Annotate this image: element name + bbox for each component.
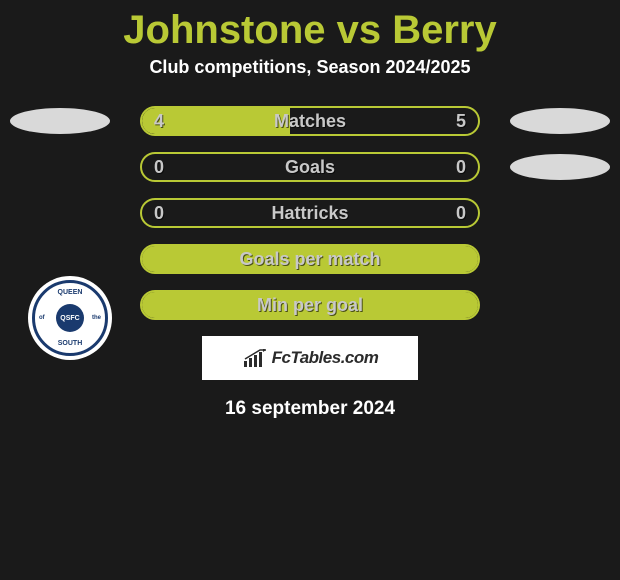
stat-row-hattricks: 0 Hattricks 0 — [0, 190, 620, 236]
stat-row-matches: 4 Matches 5 — [0, 98, 620, 144]
bar-value-right: 0 — [456, 203, 466, 224]
bar-track: 0 Hattricks 0 — [140, 198, 480, 228]
bar-label: Matches — [142, 111, 478, 132]
brand-inner: FcTables.com — [242, 348, 379, 368]
badge-text-bottom: SOUTH — [35, 340, 105, 347]
bar-label: Goals — [142, 157, 478, 178]
bar-label: Hattricks — [142, 203, 478, 224]
club-left-slot-top — [0, 98, 120, 144]
stat-row-goals-per-match: Goals per match — [0, 236, 620, 282]
bar-track: Goals per match — [140, 244, 480, 274]
bar-track: Min per goal — [140, 290, 480, 320]
bar-label: Min per goal — [142, 295, 478, 316]
stat-row-goals: 0 Goals 0 — [0, 144, 620, 190]
placeholder-ellipse — [10, 108, 110, 134]
bar-value-right: 0 — [456, 157, 466, 178]
bar-track: 4 Matches 5 — [140, 106, 480, 136]
bar-value-right: 5 — [456, 111, 466, 132]
stat-row-min-per-goal: Min per goal — [0, 282, 620, 328]
club-right-slot-bottom — [500, 144, 620, 190]
placeholder-ellipse — [510, 154, 610, 180]
brand-text: FcTables.com — [272, 348, 379, 368]
brand-box[interactable]: FcTables.com — [202, 336, 418, 380]
page-title: Johnstone vs Berry — [0, 0, 620, 57]
date-line: 16 september 2024 — [0, 398, 620, 420]
bar-track: 0 Goals 0 — [140, 152, 480, 182]
stats-block: 4 Matches 5 QUEEN of QSFC the SOUTH 0 Go… — [0, 98, 620, 328]
chart-icon — [242, 349, 268, 367]
subtitle: Club competitions, Season 2024/2025 — [0, 57, 620, 98]
bar-label: Goals per match — [142, 249, 478, 270]
club-right-slot-top — [500, 98, 620, 144]
placeholder-ellipse — [510, 108, 610, 134]
